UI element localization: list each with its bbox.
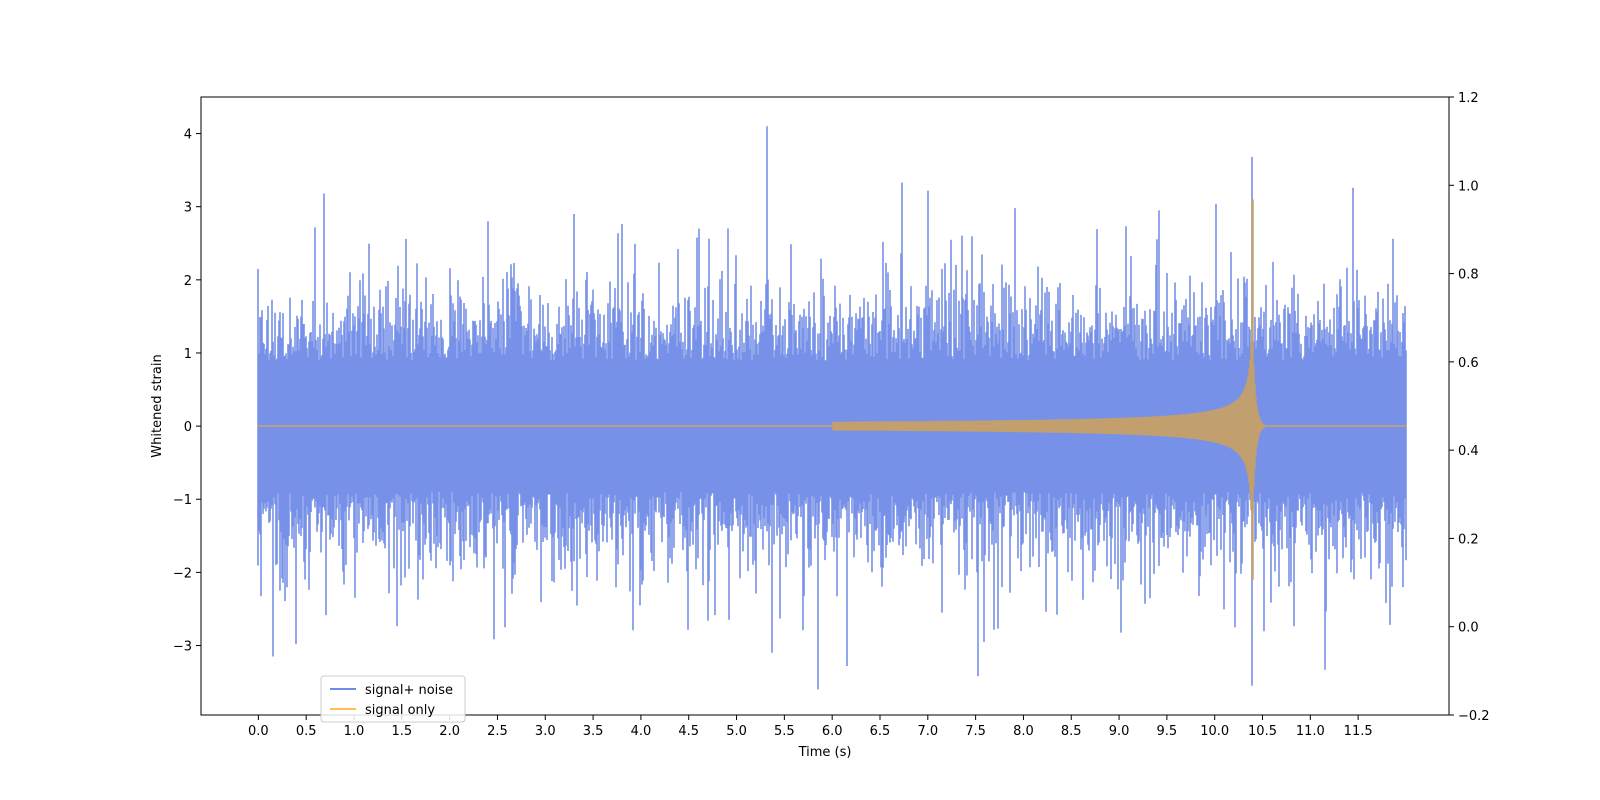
x-tick-label: 6.5 [870,724,891,739]
y-axis-right: −0.2 0.0 0.2 0.4 0.6 0.8 1.0 1.2 [1449,91,1490,724]
x-tick-label: 10.5 [1248,724,1277,739]
legend-box [320,675,466,723]
y-tick-label: 3 [184,201,192,216]
x-axis-label: Time (s) [798,745,852,760]
x-tick-label: 10.0 [1200,724,1229,739]
x-tick-label: 2.5 [487,724,508,739]
y-tick-label: −3 [173,640,192,655]
y2-tick-label: 0.8 [1458,268,1479,283]
y-axis-left: −3 −2 −1 0 1 2 3 4 [173,128,201,655]
x-tick-label: 4.5 [678,724,699,739]
y-tick-label: 1 [184,347,192,362]
x-tick-label: 9.0 [1109,724,1130,739]
x-tick-label: 0.0 [248,724,269,739]
x-tick-label: 7.5 [965,724,986,739]
y-axis-label: Whitened strain [150,354,165,457]
x-tick-label: 11.5 [1344,724,1373,739]
x-tick-label: 3.5 [583,724,604,739]
x-tick-label: 4.0 [631,724,652,739]
x-tick-label: 6.0 [822,724,843,739]
series-signal-only [257,199,1407,580]
y-tick-label: −1 [173,493,192,508]
y2-tick-label: 1.0 [1458,179,1479,194]
x-tick-label: 8.5 [1061,724,1082,739]
y2-tick-label: −0.2 [1458,709,1490,724]
y2-tick-label: 0.6 [1458,356,1479,371]
y-tick-label: 4 [184,128,192,143]
legend-label-signal-only: signal only [365,703,435,718]
x-tick-label: 7.0 [917,724,938,739]
y-tick-label: −2 [173,566,192,581]
x-tick-label: 5.5 [774,724,795,739]
x-tick-label: 0.5 [296,724,317,739]
legend: signal+ noise signal only [320,675,466,723]
y2-tick-label: 1.2 [1458,91,1479,106]
y2-tick-label: 0.0 [1458,621,1479,636]
x-tick-label: 1.0 [344,724,365,739]
x-tick-label: 5.0 [726,724,747,739]
x-axis: 0.0 0.5 1.0 1.5 2.0 2.5 3.0 3.5 4.0 4.5 5.0 5.5 6.0 6… [248,715,1373,739]
x-tick-label: 11.0 [1296,724,1325,739]
x-tick-label: 2.0 [439,724,460,739]
y2-tick-label: 0.4 [1458,444,1479,459]
plot-frame [200,96,1450,716]
legend-label-signal-plus-noise: signal+ noise [365,683,453,698]
y2-tick-label: 0.2 [1458,532,1479,547]
x-tick-label: 8.0 [1013,724,1034,739]
x-tick-label: 1.5 [391,724,412,739]
y-tick-label: 0 [184,420,192,435]
x-tick-label: 9.5 [1157,724,1178,739]
x-tick-label: 3.0 [535,724,556,739]
y-tick-label: 2 [184,274,192,289]
